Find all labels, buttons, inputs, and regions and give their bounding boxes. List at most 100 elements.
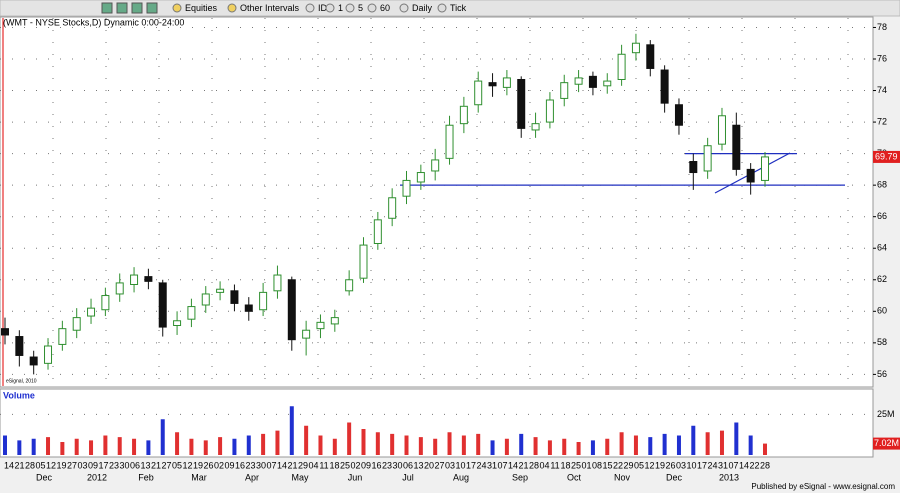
candle-body	[689, 161, 698, 174]
toolbar-icon	[131, 2, 143, 14]
x-day-label: 31	[718, 460, 728, 470]
volume-bar	[103, 435, 108, 455]
y-tick-label: 66	[877, 211, 887, 221]
volume-bar	[17, 440, 22, 455]
volume-label: Volume	[3, 390, 35, 400]
toolbar-item[interactable]: Other Intervals	[240, 3, 300, 13]
x-day-label: 16	[235, 460, 245, 470]
toolbar-item[interactable]: Daily	[412, 3, 433, 13]
volume-bar	[3, 435, 7, 455]
x-day-label: 29	[298, 460, 308, 470]
x-day-label: 10	[686, 460, 696, 470]
volume-bar	[763, 443, 767, 455]
candle-body	[617, 53, 626, 80]
x-day-label: 23	[109, 460, 119, 470]
y-tick-label: 62	[877, 274, 887, 284]
toolbar-icon	[305, 3, 315, 13]
candle-body	[29, 356, 38, 366]
toolbar-icon	[146, 2, 158, 14]
volume-bar	[576, 442, 581, 455]
x-day-label: 21	[14, 460, 24, 470]
volume-bar	[275, 430, 280, 455]
volume-bar	[662, 433, 667, 455]
x-day-label: 13	[413, 460, 423, 470]
x-month-label: Sep	[512, 472, 528, 482]
x-month-label: 2013	[719, 472, 739, 482]
candle-body	[488, 82, 497, 87]
candle-body	[58, 328, 67, 345]
volume-bar	[347, 422, 352, 455]
x-month-label: Aug	[453, 472, 469, 482]
toolbar-item[interactable]: 5	[358, 3, 363, 13]
volume-bar	[562, 438, 567, 455]
candle-body	[187, 306, 196, 320]
candle-body	[574, 77, 583, 85]
toolbar-icon	[325, 3, 335, 13]
candle-body	[244, 304, 253, 312]
volume-bar	[590, 440, 595, 455]
x-day-label: 17	[697, 460, 707, 470]
volume-bar	[304, 425, 309, 455]
toolbar-item[interactable]: Equities	[185, 3, 218, 13]
candle-body	[445, 124, 454, 159]
y-tick-label: 72	[877, 116, 887, 126]
x-day-label: 19	[56, 460, 66, 470]
x-day-label: 22	[749, 460, 759, 470]
x-day-label: 27	[161, 460, 171, 470]
volume-bar	[734, 422, 739, 455]
watermark: eSignal, 2010	[6, 378, 37, 384]
candle-body	[545, 99, 554, 123]
x-day-label: 14	[277, 460, 287, 470]
x-day-label: 11	[550, 460, 559, 470]
candle-body	[646, 44, 655, 69]
price-panel	[0, 16, 874, 388]
candle-body	[87, 307, 96, 317]
x-day-label: 11	[319, 460, 328, 470]
candle-body	[431, 159, 440, 172]
toolbar-item[interactable]: 1	[338, 3, 343, 13]
candle-body	[502, 77, 511, 88]
candle-body	[359, 244, 368, 279]
toolbar-item[interactable]: Tick	[450, 3, 467, 13]
x-day-label: 23	[245, 460, 255, 470]
candle-body	[746, 168, 755, 183]
volume-bar	[633, 435, 638, 455]
x-day-label: 02	[350, 460, 360, 470]
toolbar-item[interactable]: 60	[380, 3, 390, 13]
y-tick-label: 60	[877, 306, 887, 316]
volume-bar	[447, 432, 452, 455]
x-month-label: 2012	[87, 472, 107, 482]
x-day-label: 01	[581, 460, 591, 470]
volume-bar	[476, 433, 481, 455]
x-month-label: Apr	[245, 472, 259, 482]
volume-bar	[418, 437, 423, 455]
y-tick-label: 76	[877, 53, 887, 63]
x-day-label: 14	[739, 460, 749, 470]
y-tick-label: 58	[877, 337, 887, 347]
toolbar-icon	[227, 3, 237, 13]
last-value-label: 69.79	[875, 151, 898, 161]
volume-bar	[332, 438, 337, 455]
volume-bar	[361, 429, 366, 455]
candle-body	[44, 345, 53, 364]
volume-bar	[218, 437, 223, 455]
x-day-label: 12	[182, 460, 192, 470]
candle-body	[302, 329, 311, 339]
x-month-label: Dec	[36, 472, 53, 482]
volume-bar	[504, 438, 509, 455]
candle-body	[631, 42, 640, 54]
x-month-label: Jun	[348, 472, 363, 482]
candle-body	[416, 172, 425, 183]
x-day-label: 14	[4, 460, 14, 470]
candle-body	[517, 79, 526, 129]
volume-bar	[691, 425, 696, 455]
x-day-label: 08	[592, 460, 602, 470]
candle-body	[101, 295, 110, 311]
candle-body	[345, 279, 354, 292]
candle-body	[158, 282, 167, 328]
x-day-label: 06	[403, 460, 413, 470]
candle-body	[717, 115, 726, 145]
volume-bar	[203, 440, 208, 455]
volume-bar	[117, 437, 122, 455]
x-month-label: Dec	[666, 472, 683, 482]
